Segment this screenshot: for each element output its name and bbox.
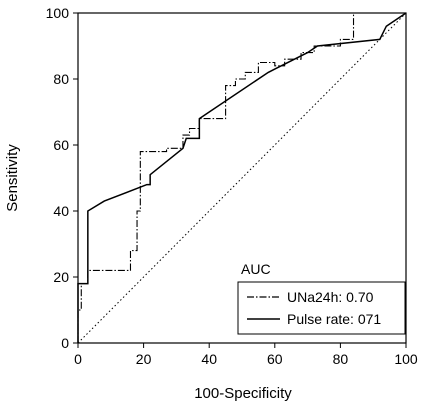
x-tick-label: 0	[74, 351, 82, 367]
x-tick-label: 20	[136, 351, 152, 367]
roc-curve-una24h	[77, 12, 406, 343]
x-tick-label: 60	[267, 351, 283, 367]
legend-box	[237, 281, 406, 335]
x-tick-label: 100	[394, 351, 418, 367]
legend-entry-pulse-rate: Pulse rate: 071	[287, 311, 381, 327]
y-axis-title: Sensitivity	[4, 144, 21, 212]
plot-area-border	[77, 12, 407, 344]
series-layer	[77, 12, 407, 344]
x-tick-label: 80	[333, 351, 349, 367]
y-tick-label: 80	[53, 71, 69, 87]
y-tick-label: 100	[46, 5, 70, 21]
y-tick-label: 20	[53, 269, 69, 285]
roc-curve-pulse-rate	[77, 12, 407, 343]
legend-title: AUC	[241, 261, 271, 277]
reference-diagonal	[77, 12, 407, 344]
legend-entry-una24h: UNa24h: 0.70	[287, 289, 374, 305]
y-tick-label: 0	[61, 335, 69, 351]
axis-layer: 0 20 40 60 80 100 0 20 40 60 80 100	[46, 5, 418, 367]
legend: AUC UNa24h: 0.70 Pulse rate: 071	[237, 261, 406, 335]
x-axis-title: 100-Specificity	[194, 385, 292, 402]
y-tick-label: 40	[53, 203, 69, 219]
plot-frame	[77, 12, 407, 344]
x-tick-label: 40	[201, 351, 217, 367]
y-tick-label: 60	[53, 137, 69, 153]
